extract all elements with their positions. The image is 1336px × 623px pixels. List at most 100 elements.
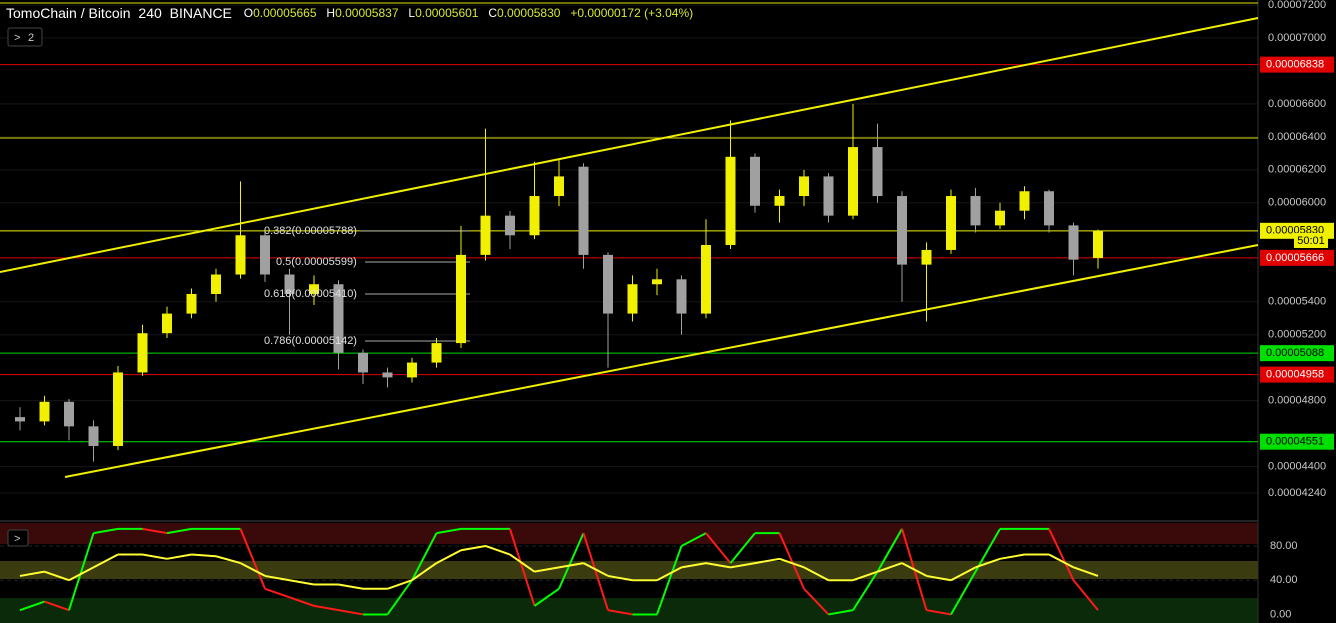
toggle-arrow[interactable]: >	[14, 32, 20, 44]
osc-line	[1048, 528, 1075, 581]
channel-upper	[0, 17, 1259, 273]
ohlc-label: L	[408, 6, 415, 20]
fib-label: 0.5(0.00005599)	[276, 256, 357, 268]
osc-line	[607, 574, 633, 582]
osc-line	[338, 583, 364, 590]
candle-body	[1068, 225, 1079, 260]
countdown-box	[1294, 233, 1328, 248]
overbought-zone	[0, 523, 1258, 544]
osc-line	[142, 527, 168, 535]
interval: 240	[138, 5, 162, 21]
level-label: 0.00004958	[1266, 368, 1324, 380]
candle-body	[799, 176, 809, 197]
osc-line	[558, 532, 585, 590]
osc-line	[411, 562, 438, 582]
osc-line	[730, 562, 756, 569]
candle-body	[480, 215, 491, 255]
neutral-zone	[0, 561, 1258, 579]
ohlc-value: 0.00005837	[335, 6, 399, 20]
osc-line	[142, 553, 168, 560]
candle-body	[701, 245, 711, 314]
osc-line	[44, 570, 70, 582]
ohlc-value: 0.00005830	[497, 6, 561, 20]
osc-line	[411, 532, 438, 581]
level-label: 0.00004551	[1266, 436, 1324, 448]
osc-line	[975, 557, 1001, 569]
candle-body	[921, 249, 932, 265]
osc-line	[999, 553, 1025, 560]
candle-body	[652, 279, 662, 285]
candle-body	[848, 147, 858, 216]
osc-line	[656, 545, 683, 615]
osc-line	[93, 553, 119, 569]
y-tick-label: 0.00004240	[1268, 487, 1326, 499]
osc-line	[289, 596, 315, 607]
candle-body	[872, 147, 883, 197]
y-tick-label: 0.00007200	[1268, 0, 1326, 11]
osc-line	[852, 570, 878, 582]
osc-line	[68, 566, 94, 582]
y-tick-label: 0.00006200	[1268, 164, 1326, 176]
osc-line	[754, 557, 780, 565]
osc-line	[877, 562, 903, 573]
candle-body	[407, 362, 417, 378]
toggle-box[interactable]	[7, 27, 43, 47]
y-tick-label: 0.00004800	[1268, 395, 1326, 407]
osc-toggle[interactable]: >	[7, 529, 29, 547]
osc-line	[509, 553, 536, 573]
y-tick-label: 0.00007000	[1268, 32, 1326, 44]
indicators-toggle[interactable]: > 2	[7, 27, 43, 47]
osc-line	[607, 609, 633, 616]
osc-line	[166, 553, 192, 560]
toggle-arrow[interactable]: >	[14, 533, 20, 545]
candle-body	[554, 176, 564, 197]
level-label: 0.00005666	[1266, 252, 1324, 264]
osc-line	[387, 579, 413, 590]
osc-line	[778, 532, 805, 590]
candle-body	[15, 417, 25, 422]
level-box	[1260, 345, 1334, 362]
candle-body	[309, 284, 319, 294]
exchange: BINANCE	[170, 5, 232, 21]
candle-body	[578, 166, 589, 255]
symbol: TomoChain / Bitcoin	[6, 5, 131, 21]
osc-line	[264, 587, 290, 599]
osc-line	[705, 532, 732, 564]
osc-line	[166, 527, 192, 535]
channel-lower	[64, 244, 1259, 478]
osc-line	[974, 528, 1001, 573]
candle-body	[946, 196, 956, 250]
toggle-box[interactable]	[7, 529, 29, 547]
osc-line	[289, 579, 315, 586]
ohlc-label: H	[326, 6, 335, 20]
level-label: 0.00006838	[1266, 59, 1324, 71]
y-tick-label: 0.00006000	[1268, 197, 1326, 209]
candle-body	[603, 254, 613, 314]
candle-body	[750, 156, 760, 206]
osc-line	[533, 587, 560, 607]
candle-body	[235, 235, 246, 275]
candle-body	[382, 372, 393, 378]
candle-body	[627, 284, 638, 314]
y-tick-label: 0.00006600	[1268, 98, 1326, 110]
osc-line	[779, 557, 805, 569]
candle-body	[137, 333, 148, 373]
fib-lines	[360, 230, 470, 342]
candle-body	[39, 401, 50, 422]
osc-line	[534, 566, 560, 573]
candle-body	[431, 343, 442, 363]
toggle-count[interactable]: 2	[28, 32, 34, 44]
osc-line	[876, 528, 903, 573]
level-box	[1260, 249, 1334, 266]
osc-line	[386, 579, 413, 616]
y-tick-label: 80.00	[1270, 540, 1298, 552]
y-tick-label: 0.00005200	[1268, 329, 1326, 341]
osc-line	[950, 566, 976, 582]
osc-line	[313, 604, 339, 612]
osc-line	[583, 562, 609, 577]
osc-line	[264, 574, 290, 582]
ohlc-value: 0.00005665	[253, 6, 317, 20]
osc-line	[582, 532, 609, 611]
osc-line	[19, 600, 45, 612]
